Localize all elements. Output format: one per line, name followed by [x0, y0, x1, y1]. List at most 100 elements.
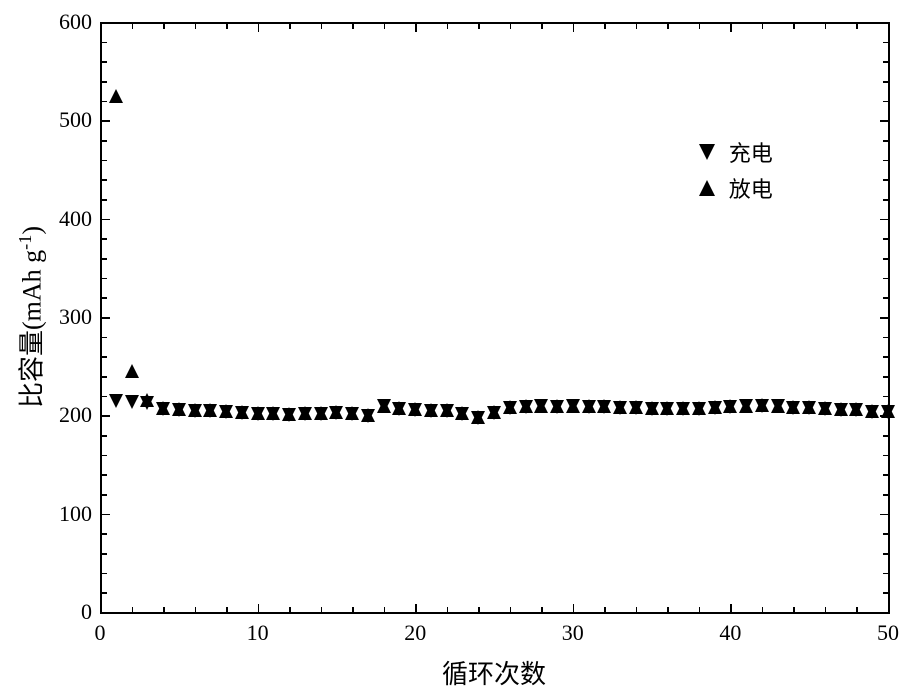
- y-tick-right: [880, 612, 888, 614]
- y-tick-right: [880, 22, 888, 24]
- data-point-charge: [692, 402, 706, 416]
- data-point-charge: [219, 405, 233, 419]
- x-tick-top: [510, 24, 512, 29]
- y-tick: [102, 376, 107, 378]
- legend-marker-discharge: [699, 180, 715, 196]
- x-tick-top: [604, 24, 606, 29]
- y-tick-right: [883, 337, 888, 339]
- x-tick: [730, 604, 732, 612]
- y-tick: [102, 101, 107, 103]
- y-tick-right: [883, 533, 888, 535]
- data-point-charge: [298, 407, 312, 421]
- data-point-charge: [172, 403, 186, 417]
- x-tick-top: [226, 24, 228, 29]
- x-tick-top: [478, 24, 480, 29]
- x-tick-top: [762, 24, 764, 29]
- data-point-charge: [251, 407, 265, 421]
- data-point-charge: [361, 409, 375, 423]
- x-tick: [100, 604, 102, 612]
- y-tick-right: [883, 81, 888, 83]
- x-tick: [321, 607, 323, 612]
- data-point-charge: [566, 399, 580, 413]
- y-tick: [102, 337, 107, 339]
- data-point-charge: [440, 404, 454, 418]
- x-tick-top: [667, 24, 669, 29]
- x-tick-top: [856, 24, 858, 29]
- x-tick-top: [825, 24, 827, 29]
- data-point-charge: [660, 402, 674, 416]
- data-point-charge: [235, 406, 249, 420]
- data-point-charge: [708, 401, 722, 415]
- x-tick: [195, 607, 197, 612]
- data-point-charge: [771, 399, 785, 413]
- data-point-charge: [849, 403, 863, 417]
- data-point-charge: [676, 402, 690, 416]
- y-tick-right: [883, 376, 888, 378]
- legend-label-discharge: 放电: [729, 172, 773, 204]
- y-tick-label: 400: [50, 206, 92, 232]
- data-point-charge: [282, 408, 296, 422]
- data-point-discharge: [109, 89, 123, 103]
- data-point-charge: [629, 401, 643, 415]
- y-tick: [102, 435, 107, 437]
- x-tick: [352, 607, 354, 612]
- data-point-charge: [188, 404, 202, 418]
- y-tick-right: [883, 573, 888, 575]
- y-tick: [102, 514, 110, 516]
- y-tick: [102, 258, 107, 260]
- y-tick-label: 600: [50, 9, 92, 35]
- y-tick-right: [883, 140, 888, 142]
- y-tick: [102, 612, 110, 614]
- x-tick: [541, 607, 543, 612]
- x-tick: [856, 607, 858, 612]
- y-axis-right: [888, 22, 890, 614]
- x-tick: [510, 607, 512, 612]
- x-tick: [604, 607, 606, 612]
- y-tick: [102, 573, 107, 575]
- y-tick-right: [883, 494, 888, 496]
- x-tick: [226, 607, 228, 612]
- y-tick: [102, 356, 107, 358]
- data-point-charge: [503, 401, 517, 415]
- x-tick-top: [415, 24, 417, 32]
- y-tick: [102, 474, 107, 476]
- data-point-charge: [455, 407, 469, 421]
- y-tick-right: [883, 160, 888, 162]
- data-point-charge: [156, 402, 170, 416]
- x-tick-label: 20: [404, 620, 426, 646]
- y-tick-right: [883, 101, 888, 103]
- data-point-charge: [125, 395, 139, 409]
- y-axis-label: 比容量(mAh g-1): [12, 226, 49, 408]
- y-tick-right: [883, 553, 888, 555]
- x-tick: [573, 604, 575, 612]
- x-tick-top: [541, 24, 543, 29]
- data-point-charge: [471, 411, 485, 425]
- y-tick: [102, 592, 107, 594]
- y-tick-right: [880, 120, 888, 122]
- x-tick: [667, 607, 669, 612]
- data-point-charge: [613, 401, 627, 415]
- y-tick-right: [883, 396, 888, 398]
- y-tick: [102, 42, 107, 44]
- x-tick-top: [195, 24, 197, 29]
- y-tick: [102, 22, 110, 24]
- x-tick-label: 50: [877, 620, 899, 646]
- data-point-charge: [345, 407, 359, 421]
- data-point-charge: [582, 400, 596, 414]
- y-tick: [102, 199, 107, 201]
- data-point-charge: [314, 407, 328, 421]
- y-tick-right: [883, 258, 888, 260]
- y-tick: [102, 140, 107, 142]
- x-tick-label: 0: [95, 620, 106, 646]
- y-tick-right: [883, 61, 888, 63]
- data-point-charge: [109, 394, 123, 408]
- data-point-charge: [519, 400, 533, 414]
- y-tick: [102, 179, 107, 181]
- y-tick: [102, 61, 107, 63]
- x-tick: [132, 607, 134, 612]
- x-tick-label: 30: [562, 620, 584, 646]
- x-tick: [793, 607, 795, 612]
- x-tick: [762, 607, 764, 612]
- x-tick: [258, 604, 260, 612]
- x-tick-top: [730, 24, 732, 32]
